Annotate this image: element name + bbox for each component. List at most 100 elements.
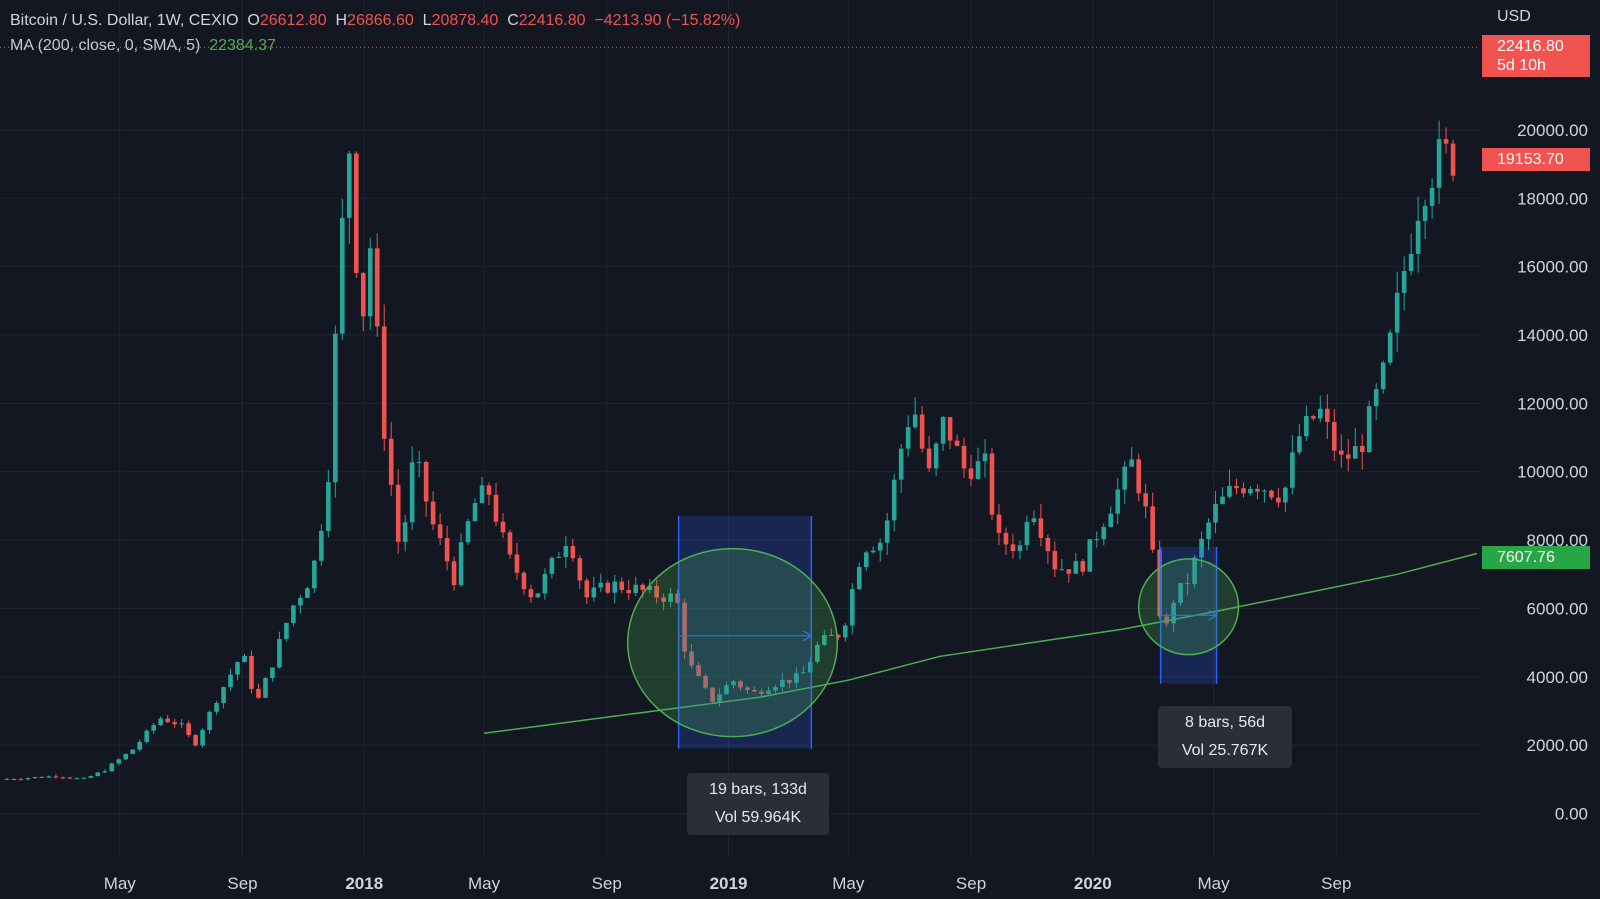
candle-body (703, 676, 708, 688)
candle-body (39, 777, 45, 779)
candle-body (717, 694, 722, 702)
symbol-title: Bitcoin / U.S. Dollar, 1W, CEXIO (10, 12, 239, 29)
prev-price-badge: 19153.70 (1482, 148, 1590, 171)
candle-body (912, 414, 918, 428)
candle-body (1241, 488, 1246, 494)
candle-body (158, 718, 163, 725)
candle-body (940, 417, 946, 444)
price-axis[interactable]: 0.00 2000.00 4000.00 6000.00 8000.00 10000.00… (1517, 121, 1588, 824)
currency-label[interactable]: USD (1497, 8, 1531, 25)
candle-body (1059, 569, 1065, 571)
candle-body (919, 414, 925, 449)
indicator-legend[interactable]: MA (200, close, 0, SMA, 5) 22384.37 (10, 36, 276, 56)
candle-body (437, 524, 443, 539)
candle-body (1373, 389, 1379, 407)
candle-body (137, 741, 143, 750)
highlight-ellipse-1[interactable] (626, 547, 839, 738)
candle-body (689, 651, 694, 666)
candle-body (1171, 602, 1176, 624)
candle-body (228, 674, 233, 688)
candle-body (1017, 545, 1023, 552)
candle-body (780, 679, 785, 687)
candle-body (731, 681, 736, 686)
candle-body (633, 584, 639, 593)
candle-body (682, 602, 687, 652)
candle-body (395, 484, 401, 542)
candle-body (4, 779, 10, 781)
drawing-annotations[interactable] (626, 516, 1240, 749)
price-tick-label: 6000.00 (1527, 599, 1588, 618)
candle-body (1429, 187, 1435, 206)
candle-body (388, 438, 394, 485)
candle-body (996, 514, 1002, 533)
candle-body (416, 461, 422, 463)
candle-body (221, 687, 226, 703)
last-price-badge: 22416.80 5d 10h (1482, 35, 1590, 77)
candle-body (849, 589, 855, 626)
candle-body (1269, 490, 1274, 498)
candle-body (1157, 549, 1162, 617)
candle-body (451, 561, 457, 586)
candle-body (577, 558, 583, 581)
candle-body (884, 520, 890, 543)
candle-body (465, 521, 471, 543)
candle-body (67, 777, 73, 779)
candle-body (989, 453, 995, 515)
price-tick-label: 18000.00 (1517, 189, 1588, 208)
candle-body (1394, 292, 1400, 333)
candle-body (535, 593, 541, 598)
candle-body (1352, 446, 1358, 459)
candle-body (1304, 416, 1309, 437)
ma-line (483, 552, 1478, 734)
candle-body (312, 560, 317, 589)
candle-body (1255, 488, 1260, 492)
candle-body (360, 272, 366, 317)
date-range-measure-1[interactable] (678, 516, 812, 749)
candle-body (605, 582, 611, 593)
candle-body (1185, 583, 1190, 585)
candle-body (1311, 416, 1316, 419)
candle-body (856, 567, 862, 590)
candle-body (696, 665, 701, 677)
high-value: 26866.60 (347, 12, 414, 29)
candle-body (319, 530, 324, 561)
open-value: 26612.80 (259, 12, 327, 29)
candle-body (298, 597, 303, 606)
candle-body (926, 448, 932, 469)
candle-body (1094, 539, 1100, 541)
ma-price-badge: 7607.76 (1482, 546, 1590, 569)
highlight-ellipse-2[interactable] (1137, 558, 1240, 656)
candle-body (193, 735, 198, 746)
time-axis[interactable]: May Sep 2018 May Sep 2019 May Sep 2020 May Sep (104, 874, 1352, 893)
candle-body (1290, 452, 1295, 488)
candle-body (598, 582, 604, 588)
candle-body (326, 482, 331, 531)
candle-body (284, 622, 289, 640)
time-tick-label: Sep (227, 874, 257, 893)
price-tick-label: 20000.00 (1517, 121, 1588, 140)
candle-body (752, 689, 757, 692)
candle-body (25, 778, 31, 780)
candle-body (870, 550, 876, 553)
candle-body (563, 545, 569, 557)
candle-body (822, 634, 827, 645)
candle-body (787, 679, 792, 683)
candle-body (556, 556, 562, 558)
candle-body (130, 749, 136, 754)
low-value: 20878.40 (431, 12, 499, 29)
candle-body (612, 581, 618, 593)
candle-body (773, 686, 778, 691)
candle-body (794, 673, 799, 683)
candle-body (479, 485, 485, 504)
candle-body (1436, 139, 1442, 188)
candle-body (256, 688, 261, 698)
symbol-legend[interactable]: Bitcoin / U.S. Dollar, 1W, CEXIO O26612.… (10, 11, 740, 31)
candle-body (116, 759, 122, 764)
candle-body (801, 672, 806, 674)
time-tick-label: May (1197, 874, 1230, 893)
candle-body (842, 625, 848, 638)
candle-body (954, 440, 960, 446)
candle-body (18, 779, 24, 781)
candle-body (1178, 583, 1183, 603)
